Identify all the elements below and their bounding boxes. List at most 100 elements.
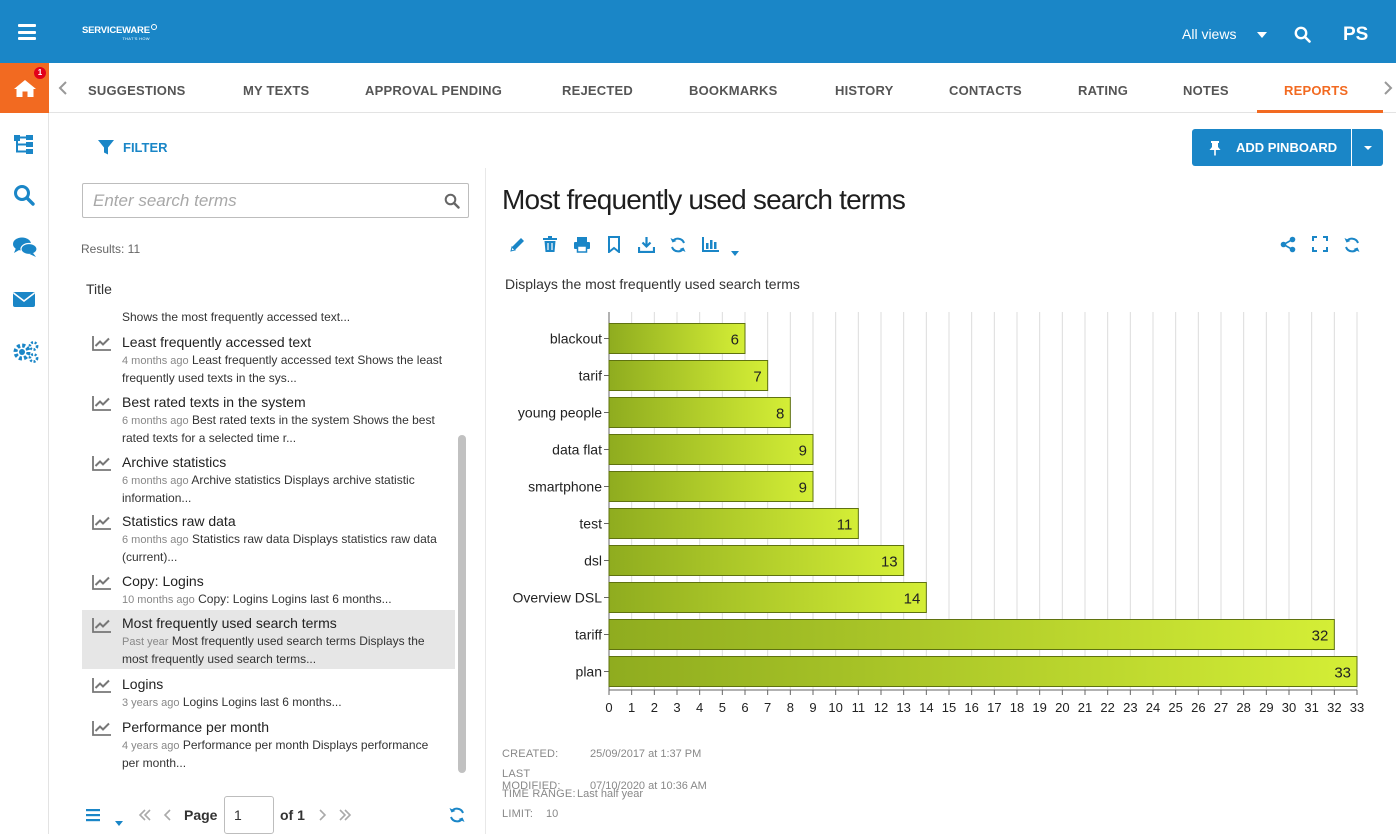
x-tick-label: 3 — [673, 700, 680, 715]
list-item-description: Most frequently used search terms Displa… — [122, 634, 425, 666]
tab-my-texts[interactable]: MY TEXTS — [243, 83, 310, 98]
side-rail: 1 — [0, 63, 49, 834]
tab-suggestions[interactable]: SUGGESTIONS — [88, 83, 186, 98]
hierarchy-nav-item[interactable] — [0, 117, 49, 167]
tab-notes[interactable]: NOTES — [1183, 83, 1229, 98]
first-page-icon[interactable] — [138, 808, 152, 827]
x-tick-label: 29 — [1259, 700, 1273, 715]
search-nav-item[interactable] — [0, 168, 49, 218]
report-search-input[interactable] — [93, 190, 433, 212]
list-item-title: Logins — [122, 676, 164, 692]
fullscreen-icon[interactable] — [1312, 236, 1328, 257]
list-item[interactable]: Best rated texts in the system 6 months … — [82, 392, 455, 448]
x-tick-label: 2 — [651, 700, 658, 715]
list-item-description: Archive statistics Displays archive stat… — [122, 473, 415, 505]
top-bar: SERVICEWARE THAT'S HOW All views PS — [0, 0, 1396, 63]
report-description: Displays the most frequently used search… — [505, 276, 800, 292]
chart-type-icon[interactable] — [702, 236, 720, 258]
tab-scroll-right-icon[interactable] — [1382, 80, 1394, 101]
bar — [608, 323, 746, 354]
print-icon[interactable] — [573, 236, 591, 258]
list-item-description: Statistics raw data Displays statistics … — [122, 532, 437, 564]
tab-approval-pending[interactable]: APPROVAL PENDING — [365, 83, 503, 98]
list-item-selected[interactable]: Most frequently used search terms Past y… — [82, 610, 455, 669]
settings-nav-item[interactable] — [0, 325, 49, 375]
list-item[interactable]: Statistics raw data 6 months ago Statist… — [82, 511, 455, 567]
y-tick-label: smartphone — [528, 479, 602, 495]
y-tick-label: blackout — [550, 331, 602, 347]
bookmark-icon[interactable] — [607, 236, 621, 258]
chevron-down-icon[interactable] — [1257, 32, 1267, 38]
x-tick-label: 20 — [1055, 700, 1069, 715]
list-item[interactable]: Shows the most frequently accessed text.… — [82, 306, 455, 330]
tab-rating[interactable]: RATING — [1078, 83, 1129, 98]
trash-icon[interactable] — [542, 236, 558, 258]
report-search-box — [82, 183, 469, 218]
list-item-age: 4 months ago — [122, 355, 189, 367]
download-icon[interactable] — [637, 236, 656, 258]
tab-contacts[interactable]: CONTACTS — [949, 83, 1022, 98]
list-item-age: 3 years ago — [122, 697, 180, 709]
previous-page-icon[interactable] — [163, 808, 173, 827]
last-page-icon[interactable] — [338, 808, 352, 827]
tab-scroll-left-icon[interactable] — [57, 80, 69, 101]
mail-nav-item[interactable] — [0, 273, 49, 323]
search-icon[interactable] — [444, 193, 460, 214]
add-pinboard-button[interactable]: ADD PINBOARD — [1192, 129, 1351, 166]
next-page-icon[interactable] — [317, 808, 327, 827]
x-tick-label: 11 — [852, 700, 866, 715]
page-number-input[interactable] — [224, 796, 274, 834]
refresh-icon[interactable] — [448, 806, 466, 829]
bar — [608, 508, 859, 539]
list-menu-icon[interactable] — [86, 808, 102, 827]
bar-value-label: 9 — [799, 443, 807, 460]
x-tick-label: 0 — [605, 700, 612, 715]
list-item-description: Shows the most frequently accessed text.… — [122, 310, 351, 324]
funnel-icon — [98, 140, 114, 155]
x-tick-label: 16 — [964, 700, 978, 715]
list-item-description: Copy: Logins Logins last 6 months... — [198, 592, 392, 606]
x-tick-label: 15 — [942, 700, 956, 715]
x-tick-label: 6 — [741, 700, 748, 715]
chart-line-icon — [92, 617, 112, 638]
edit-icon[interactable] — [509, 236, 526, 258]
refresh-icon[interactable] — [669, 236, 687, 259]
tab-rejected[interactable]: REJECTED — [562, 83, 633, 98]
chevron-down-icon[interactable] — [731, 243, 739, 261]
list-item[interactable]: Performance per month 4 years ago Perfor… — [82, 717, 455, 773]
filter-label: FILTER — [123, 139, 168, 155]
views-select[interactable]: All views — [1182, 26, 1237, 42]
x-tick-label: 30 — [1282, 700, 1296, 715]
list-item-description: Performance per month Displays performan… — [122, 738, 429, 770]
bar — [608, 545, 905, 576]
list-item[interactable]: Copy: Logins 10 months ago Copy: Logins … — [82, 571, 455, 611]
x-tick-label: 21 — [1078, 700, 1092, 715]
list-item[interactable]: Logins 3 years ago Logins Logins last 6 … — [82, 674, 455, 714]
chat-icon — [13, 237, 38, 257]
tab-reports[interactable]: REPORTS — [1284, 83, 1349, 98]
pinboard-dropdown-button[interactable] — [1352, 129, 1383, 166]
y-tick-label: tariff — [575, 627, 602, 643]
tab-history[interactable]: HISTORY — [835, 83, 894, 98]
list-item-age: 6 months ago — [122, 475, 189, 487]
home-nav-item[interactable]: 1 — [0, 63, 49, 113]
list-item-age: 4 years ago — [122, 740, 180, 752]
list-column-header[interactable]: Title — [86, 281, 112, 297]
x-tick-label: 18 — [1010, 700, 1024, 715]
share-icon[interactable] — [1280, 236, 1296, 258]
list-item-description: Best rated texts in the system Shows the… — [122, 413, 435, 445]
filter-button[interactable]: FILTER — [97, 138, 168, 156]
refresh-icon[interactable] — [1343, 236, 1361, 259]
menu-icon[interactable] — [18, 24, 36, 40]
list-item[interactable]: Archive statistics 6 months ago Archive … — [82, 452, 455, 508]
chat-nav-item[interactable] — [0, 221, 49, 271]
search-icon[interactable] — [1294, 26, 1311, 48]
tab-bookmarks[interactable]: BOOKMARKS — [689, 83, 778, 98]
scroll-thumb[interactable] — [458, 435, 466, 773]
y-tick-label: test — [579, 516, 602, 532]
chevron-down-icon[interactable] — [115, 813, 123, 831]
list-item[interactable]: Least frequently accessed text 4 months … — [82, 332, 455, 388]
active-tab-indicator — [1257, 110, 1383, 113]
user-avatar[interactable]: PS — [1343, 24, 1369, 45]
list-scrollbar[interactable] — [456, 306, 468, 774]
